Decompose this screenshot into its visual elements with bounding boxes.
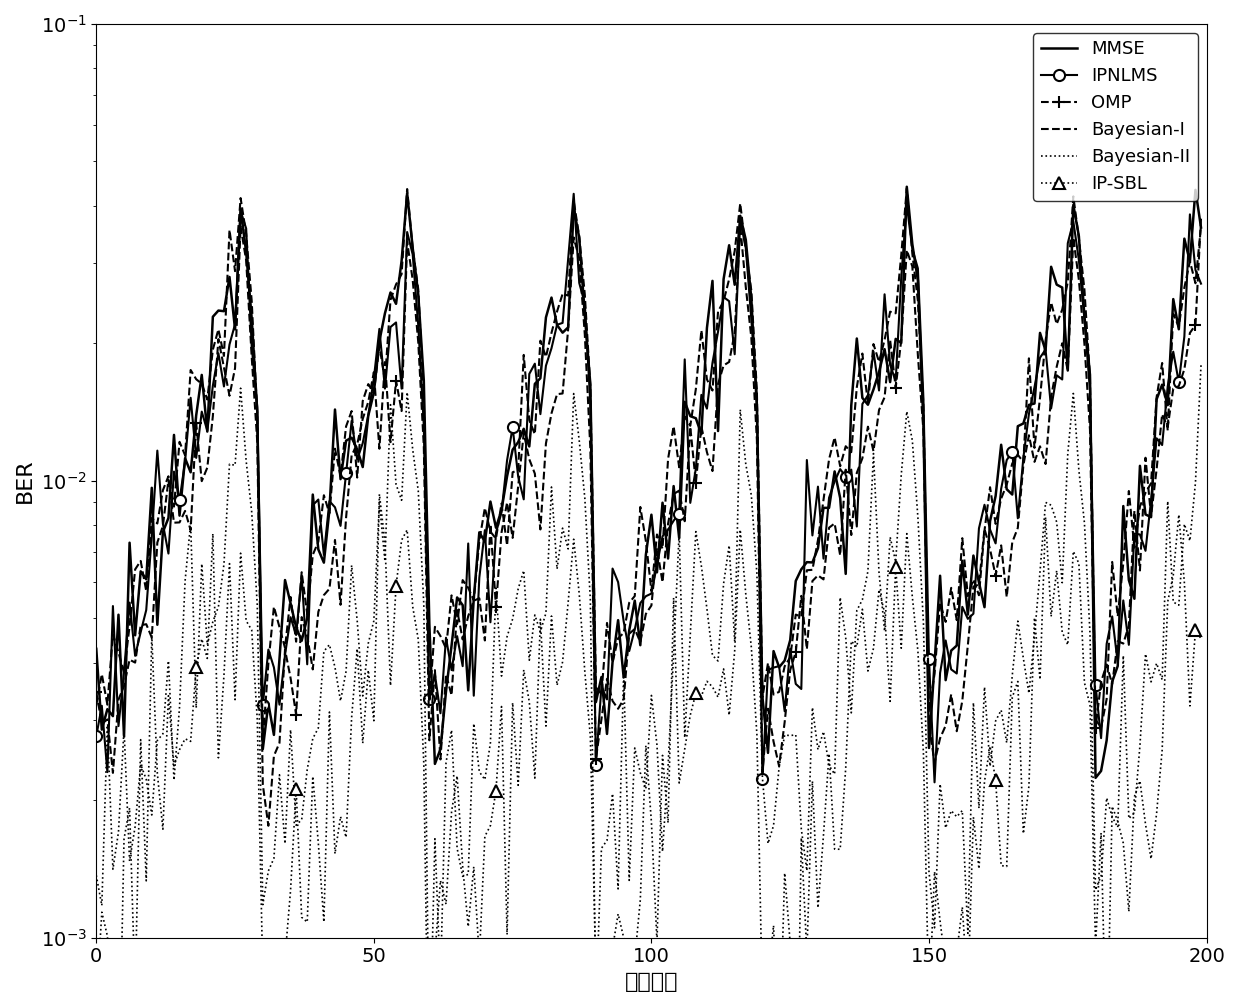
Bayesian-II (1105, 811, 1120, 823)
IP-SBL (388, 580, 403, 592)
IPNLMS (567, 187, 582, 199)
MMSE (383, 286, 398, 298)
Bayesian-I (255, 736, 270, 748)
Bayesian-I (1194, 220, 1209, 232)
Bayesian-II (133, 758, 148, 770)
Bayesian-I (133, 555, 148, 567)
OMP (1194, 212, 1209, 225)
OMP (133, 619, 148, 631)
Line: MMSE: MMSE (97, 186, 1202, 777)
IP-SBL (133, 734, 148, 746)
Line: Bayesian-I: Bayesian-I (97, 188, 1202, 742)
IPNLMS (383, 321, 398, 333)
Y-axis label: BER: BER (15, 458, 35, 504)
OMP (1143, 510, 1158, 522)
Bayesian-I (1149, 392, 1164, 404)
IPNLMS (928, 776, 942, 788)
MMSE (89, 642, 104, 655)
Bayesian-II (89, 869, 104, 881)
Bayesian-I (300, 608, 315, 620)
OMP (260, 820, 275, 832)
IP-SBL (1149, 808, 1164, 820)
Bayesian-II (383, 399, 398, 411)
IP-SBL (89, 1000, 104, 1007)
IPNLMS (1194, 278, 1209, 290)
IP-SBL (372, 488, 387, 500)
IP-SBL (155, 823, 170, 835)
MMSE (1110, 660, 1125, 672)
MMSE (1149, 394, 1164, 406)
MMSE (294, 634, 309, 646)
Bayesian-II (1143, 676, 1158, 688)
MMSE (899, 180, 914, 192)
Line: IP-SBL: IP-SBL (91, 488, 1207, 1007)
IPNLMS (1149, 432, 1164, 444)
MMSE (133, 565, 148, 577)
MMSE (1087, 771, 1102, 783)
Bayesian-II (155, 728, 170, 740)
OMP (89, 686, 104, 698)
Bayesian-I (899, 182, 914, 194)
MMSE (1194, 222, 1209, 234)
MMSE (155, 526, 170, 538)
Bayesian-II (294, 814, 309, 826)
OMP (155, 520, 170, 532)
IPNLMS (1110, 657, 1125, 669)
IPNLMS (133, 626, 148, 638)
OMP (300, 630, 315, 642)
OMP (1105, 678, 1120, 690)
OMP (388, 375, 403, 387)
Bayesian-I (1110, 610, 1125, 622)
Legend: MMSE, IPNLMS, OMP, Bayesian-I, Bayesian-II, IP-SBL: MMSE, IPNLMS, OMP, Bayesian-I, Bayesian-… (1033, 33, 1198, 200)
IPNLMS (294, 570, 309, 582)
Line: IPNLMS: IPNLMS (91, 188, 1207, 787)
Line: OMP: OMP (91, 212, 1207, 832)
IP-SBL (1110, 816, 1125, 828)
IP-SBL (294, 911, 309, 923)
Bayesian-I (89, 699, 104, 711)
IPNLMS (155, 518, 170, 530)
IP-SBL (1194, 632, 1209, 644)
Bayesian-I (155, 484, 170, 496)
Line: Bayesian-II: Bayesian-II (97, 366, 1202, 1007)
X-axis label: 子块索引: 子块索引 (625, 972, 678, 992)
Bayesian-II (1194, 359, 1209, 372)
Bayesian-I (388, 278, 403, 290)
IPNLMS (89, 730, 104, 742)
